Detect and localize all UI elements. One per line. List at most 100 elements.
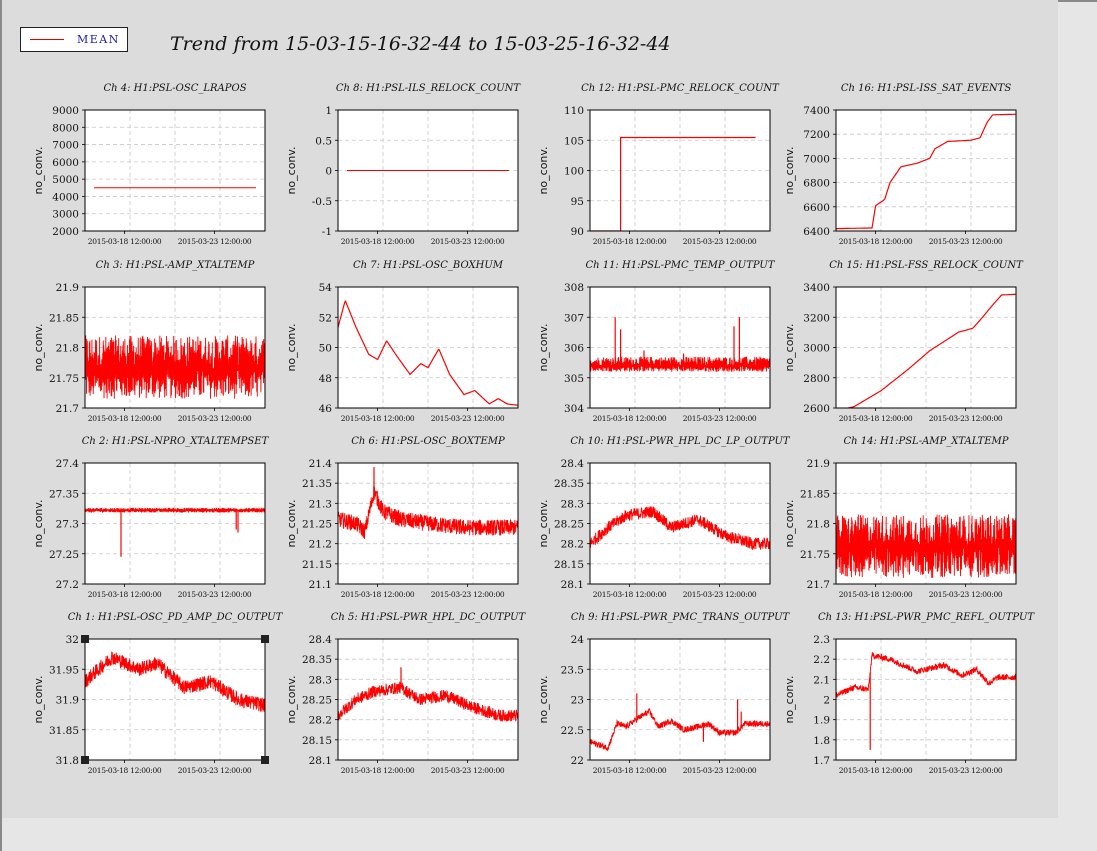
y-tick-label: 7000 [803,153,830,165]
chart-panel: Ch 1: H1:PSL-OSC_PD_AMP_DC_OUTPUT 32 31.95… [32,612,284,775]
y-tick-label: 105 [564,135,584,147]
series-group [338,467,518,539]
y-tick-label: 21.3 [309,498,332,510]
x-tick-label: 2015-03-18 12:00:00 [341,237,415,246]
y-tick-label: 27.2 [56,579,79,591]
selection-handle[interactable] [81,635,89,643]
y-tick-label: 54 [319,282,333,294]
y-tick-label: 7200 [803,129,830,141]
x-tick-label: 2015-03-18 12:00:00 [341,766,415,775]
x-tick-label: 2015-03-18 12:00:00 [593,414,667,423]
chart-panel: Ch 10: H1:PSL-PWR_HPL_DC_LP_OUTPUT 28.4 28… [537,436,791,599]
y-tick-label: 28.2 [561,539,584,551]
plot-area [836,287,1016,408]
plot-border [589,109,771,232]
plot-area [590,639,770,760]
y-tick-label: 27.3 [56,519,79,531]
plot-border [337,462,519,585]
chart-title: Ch 8: H1:PSL-ILS_RELOCK_COUNT [336,83,521,94]
y-tick-label: 23 [571,695,584,707]
chart-title: Ch 2: H1:PSL-NPRO_XTALTEMPSET [82,436,270,447]
plot-border [835,286,1017,409]
y-tick-label: 21.75 [49,373,79,385]
x-tick-label: 2015-03-18 12:00:00 [88,414,162,423]
chart-title: Ch 13: H1:PSL-PWR_PMC_REFL_OUTPUT [818,612,1035,623]
y-tick-label: 21.85 [800,488,830,500]
y-tick-label: 9000 [52,105,79,117]
series-group [845,293,1016,408]
series-line [85,507,265,513]
plot-border [337,638,519,761]
y-tick-label: 308 [564,282,584,294]
x-tick-label: 2015-03-23 12:00:00 [178,766,252,775]
plot-border [589,286,771,409]
y-tick-label: 90 [571,226,584,238]
y-tick-label: 52 [319,312,332,324]
x-tick-label: 2015-03-18 12:00:00 [593,766,667,775]
y-tick-label: 28.3 [309,674,332,686]
y-tick-label: 28.15 [554,559,584,571]
y-tick-label: 21.85 [49,312,79,324]
y-tick-label: 95 [571,196,584,208]
x-tick-label: 2015-03-23 12:00:00 [683,237,757,246]
y-tick-label: 22 [571,755,584,767]
y-tick-label: 31.95 [49,664,79,676]
y-axis-label: no_conv. [285,499,298,547]
chart-panel: Ch 9: H1:PSL-PWR_PMC_TRANS_OUTPUT 24 23.5 2… [537,612,791,775]
x-tick-label: 2015-03-18 12:00:00 [839,766,913,775]
plot-border [835,109,1017,232]
series-group [590,506,770,550]
y-tick-label: 28.4 [561,458,585,470]
plot-border [337,109,519,232]
y-tick-label: 2.1 [813,674,830,686]
y-tick-label: -1 [322,226,332,238]
y-axis-label: no_conv. [285,675,298,723]
selection-handle[interactable] [81,756,89,764]
plot-border [835,638,1017,761]
y-tick-label: 23.5 [561,664,584,676]
selection-handle[interactable] [261,756,269,764]
chart-title: Ch 6: H1:PSL-OSC_BOXTEMP [351,436,505,447]
chart-title: Ch 4: H1:PSL-OSC_LRAPOS [103,83,246,94]
series-line [338,300,518,406]
y-tick-label: 307 [564,312,584,324]
selection-handle[interactable] [261,635,269,643]
plot-area [85,110,265,231]
series-line [590,506,770,550]
x-tick-label: 2015-03-18 12:00:00 [839,414,913,423]
y-tick-label: 28.25 [302,695,332,707]
series-group [590,136,756,231]
y-tick-label: 0 [325,166,332,178]
y-tick-label: 6000 [52,157,79,169]
x-tick-label: 2015-03-18 12:00:00 [341,590,415,599]
y-tick-label: 1 [325,105,332,117]
y-tick-label: 27.4 [56,458,80,470]
series-line [590,707,770,751]
y-tick-label: 21.8 [807,519,830,531]
chart-title: Ch 11: H1:PSL-PMC_TEMP_OUTPUT [585,260,775,271]
y-tick-label: 6600 [803,202,830,214]
legend-line-swatch [30,39,64,40]
chart-panel: Ch 13: H1:PSL-PWR_PMC_REFL_OUTPUT 2.3 2.2 2… [783,612,1035,775]
y-tick-label: 2800 [803,373,830,385]
y-tick-label: 32 [66,634,79,646]
plot-border [589,462,771,585]
y-tick-label: 48 [319,373,332,385]
y-tick-label: 1.8 [813,735,830,747]
chart-title: Ch 9: H1:PSL-PWR_PMC_TRANS_OUTPUT [571,612,791,623]
series-group [836,652,1016,750]
y-tick-label: 7400 [803,105,830,117]
y-tick-label: 6400 [803,226,830,238]
x-tick-label: 2015-03-18 12:00:00 [341,414,415,423]
chart-grid: Ch 4: H1:PSL-OSC_LRAPOS 9000 8000 7000 6000 5… [32,83,1035,775]
y-tick-label: 8000 [52,122,79,134]
x-tick-label: 2015-03-18 12:00:00 [593,590,667,599]
x-tick-label: 2015-03-18 12:00:00 [88,590,162,599]
plot-border [84,286,266,409]
y-axis-label: no_conv. [537,499,550,547]
chart-title: Ch 1: H1:PSL-OSC_PD_AMP_DC_OUTPUT [68,612,284,623]
y-axis-label: no_conv. [537,146,550,194]
y-tick-label: 28.15 [302,735,332,747]
